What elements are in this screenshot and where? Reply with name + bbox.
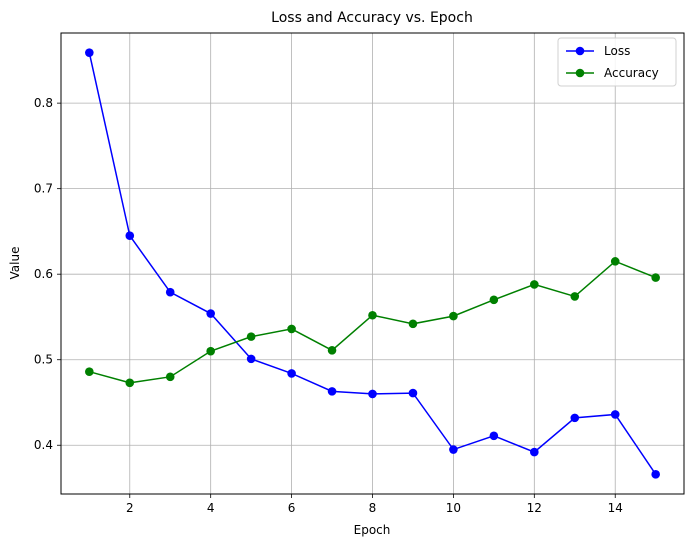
x-tick-label: 8 (369, 501, 377, 515)
legend-accuracy-swatch-marker (575, 68, 585, 78)
loss-point (489, 431, 499, 441)
accuracy-point (165, 372, 175, 382)
x-tick-label: 4 (207, 501, 215, 515)
series-layer (85, 48, 660, 479)
y-tick-label: 0.8 (34, 96, 53, 110)
loss-point (408, 388, 418, 398)
x-tick-label: 10 (446, 501, 461, 515)
loss-point (287, 369, 296, 378)
chart-title: Loss and Accuracy vs. Epoch (271, 10, 473, 26)
loss-point (570, 413, 580, 423)
accuracy-point (570, 292, 580, 301)
accuracy-point (489, 295, 499, 305)
accuracy-point (327, 346, 337, 355)
y-axis-title: Value (8, 247, 22, 280)
x-tick-label: 14 (608, 501, 623, 515)
x-tick-label: 12 (527, 501, 542, 515)
legend-accuracy-label: Accuracy (604, 66, 659, 80)
loss-point (449, 445, 458, 454)
x-tick-label: 6 (288, 501, 296, 515)
legend-loss-label: Loss (604, 44, 630, 58)
accuracy-point (449, 311, 458, 321)
y-tick-label: 0.7 (34, 182, 53, 196)
loss-point (165, 287, 175, 297)
x-tick-label: 2 (126, 501, 134, 515)
accuracy-point (610, 257, 620, 266)
accuracy-point (85, 367, 94, 376)
legend-loss-swatch-marker (575, 46, 585, 56)
loss-point (651, 470, 660, 479)
accuracy-point (651, 273, 660, 282)
accuracy-point (408, 319, 418, 329)
accuracy-point (530, 280, 539, 289)
grid (61, 33, 684, 494)
y-tick-label: 0.5 (34, 353, 53, 367)
loss-point (327, 387, 337, 396)
accuracy-point (125, 378, 135, 388)
loss-point (246, 354, 256, 364)
loss-point (206, 309, 215, 318)
legend: Loss Accuracy (557, 37, 677, 87)
legend-box (557, 37, 677, 87)
y-tick-label: 0.6 (34, 267, 53, 281)
accuracy-point (246, 332, 256, 341)
axes: 2 4 6 8 10 12 14 0.4 0.5 0.6 0.7 0.8 (34, 96, 623, 515)
loss-point (368, 389, 377, 399)
loss-point (530, 447, 539, 457)
x-axis-title: Epoch (354, 523, 391, 537)
loss-point (85, 48, 94, 57)
loss-point (125, 231, 135, 241)
accuracy-point (287, 324, 296, 334)
accuracy-point (206, 346, 215, 356)
y-tick-label: 0.4 (34, 438, 53, 452)
loss-point (610, 410, 620, 419)
accuracy-point (368, 310, 377, 320)
